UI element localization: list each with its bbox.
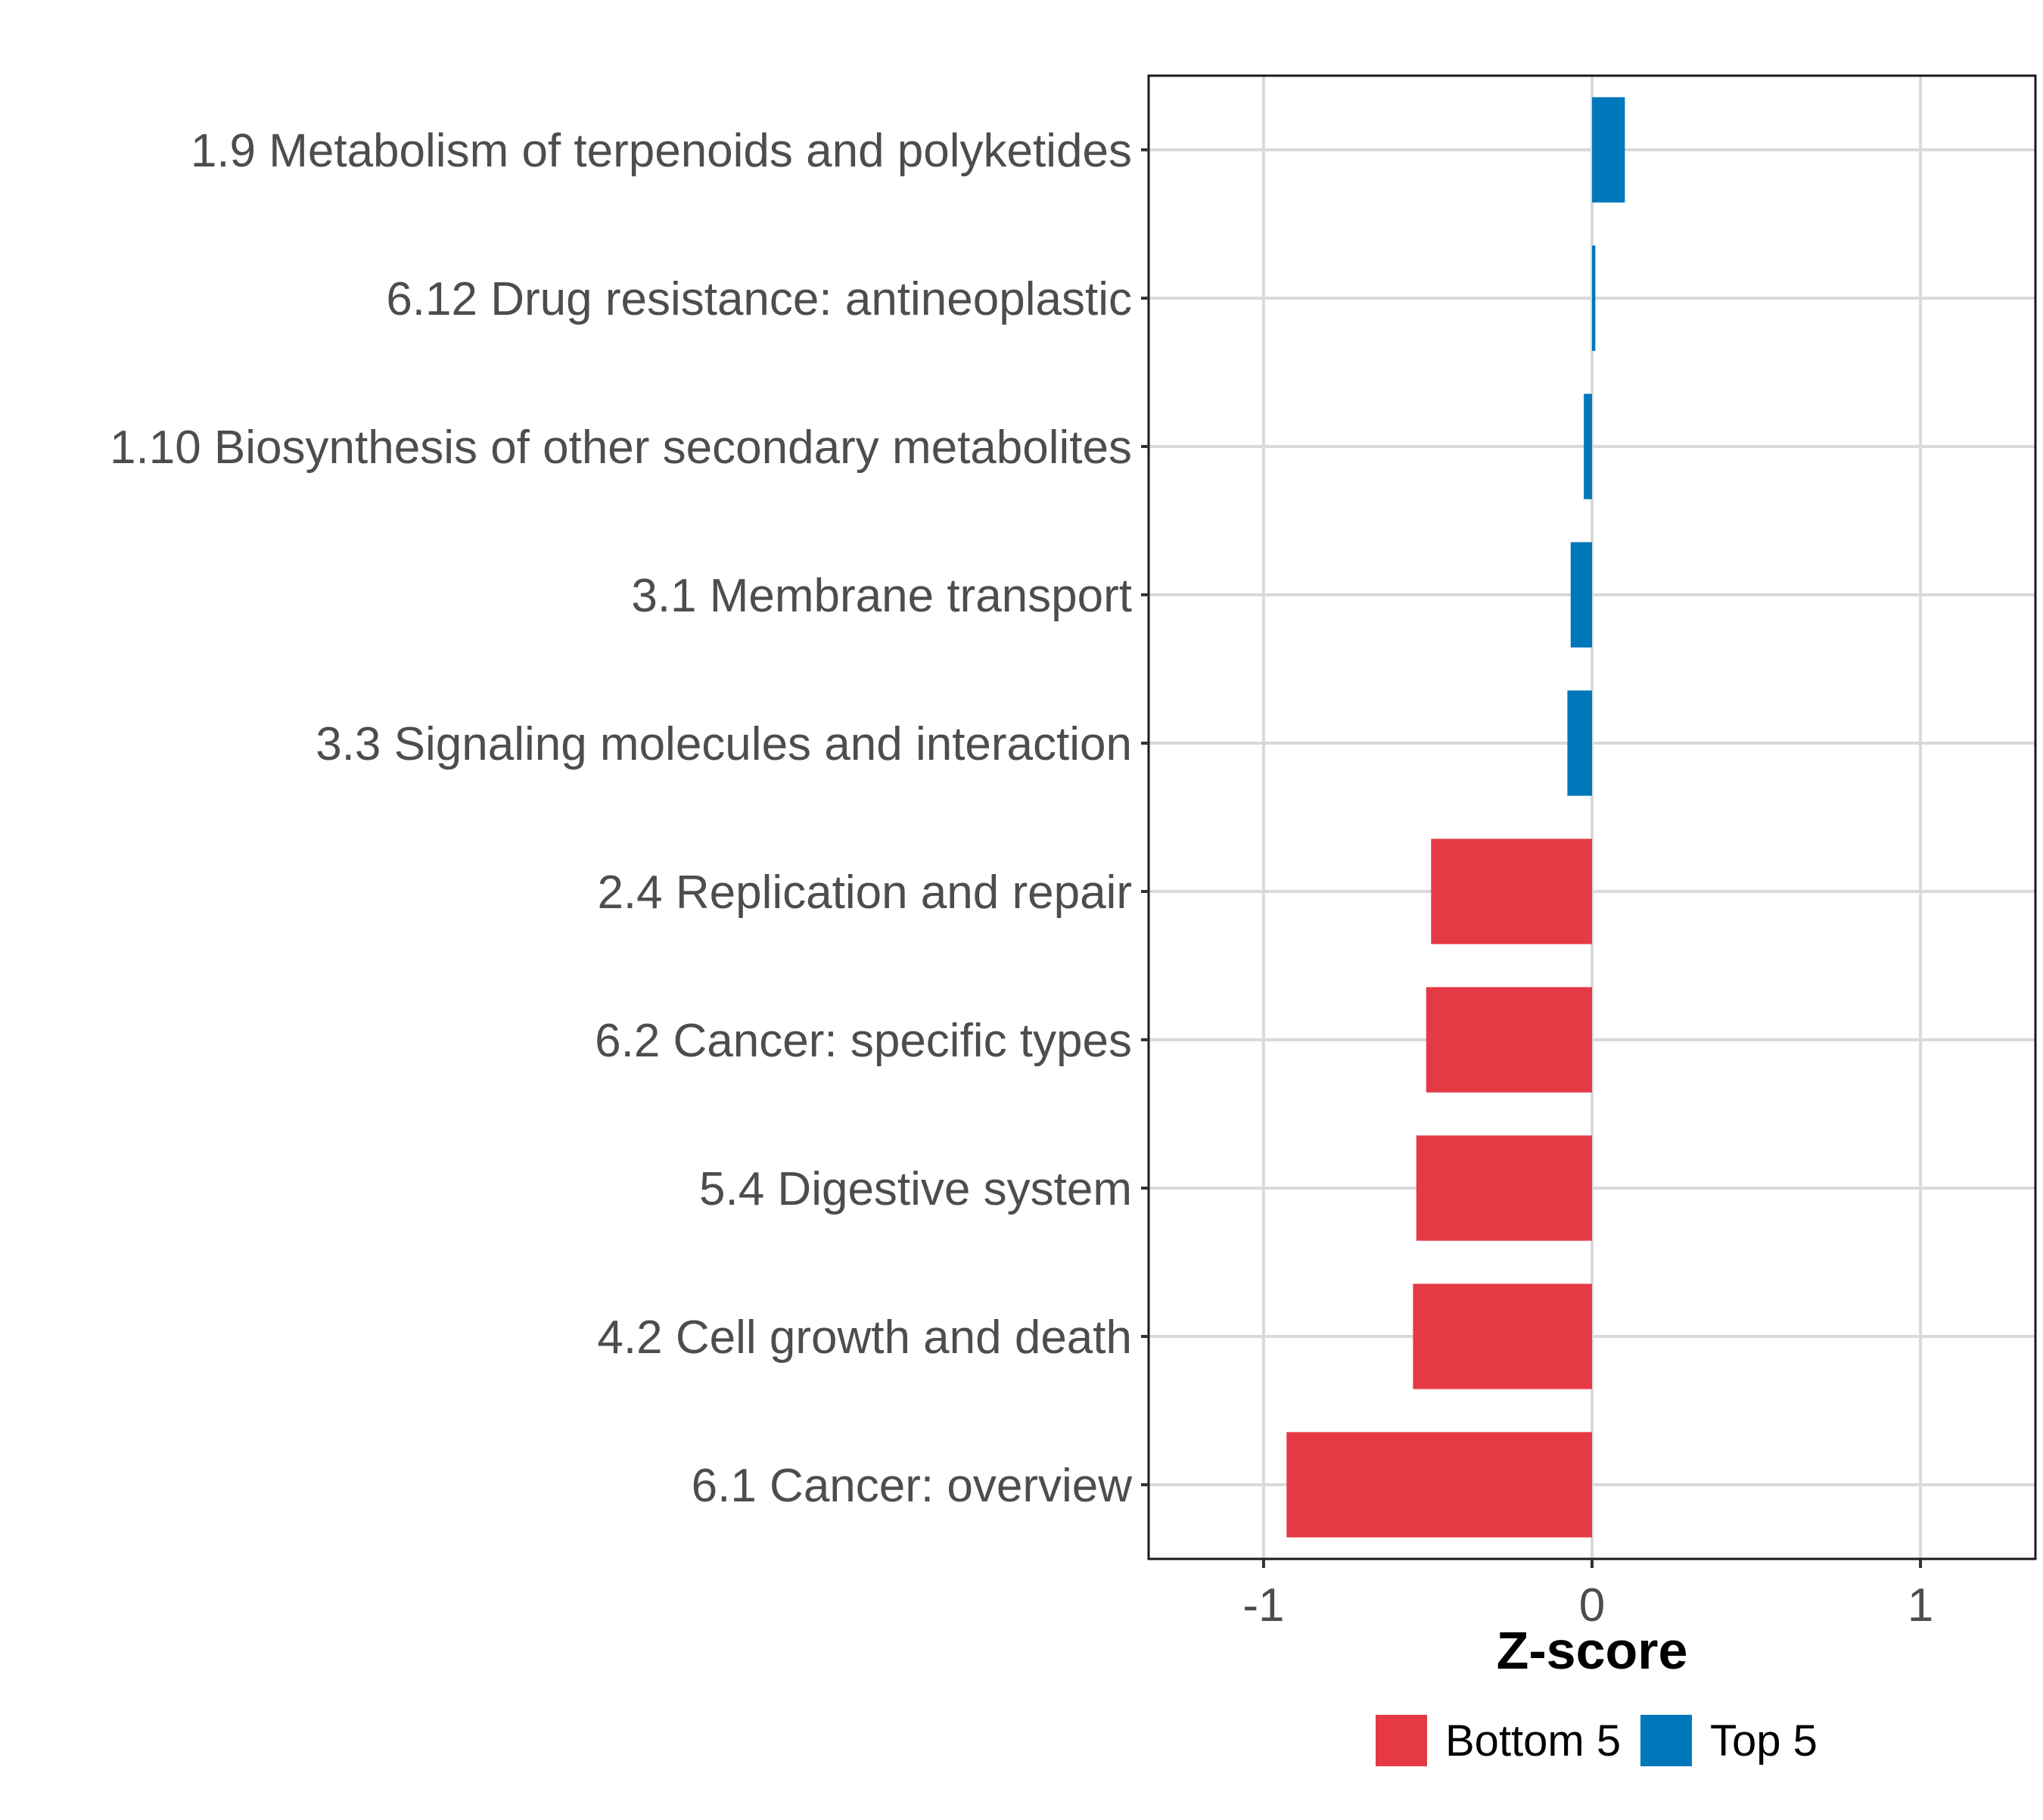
x-axis-title: Z-score [1497, 1621, 1688, 1680]
bar [1413, 1283, 1592, 1389]
y-tick-label: 1.9 Metabolism of terpenoids and polyket… [191, 125, 1132, 177]
bar [1570, 542, 1592, 648]
axis-layer: Z-score -1 0 1 [1141, 148, 1933, 1680]
x-tick-label: 0 [1579, 1579, 1605, 1632]
bar [1431, 838, 1592, 944]
bar-layer [1286, 97, 1625, 1538]
label-layer: 1.9 Metabolism of terpenoids and polyket… [110, 125, 1132, 1512]
bar [1592, 245, 1596, 351]
bar [1286, 1432, 1592, 1538]
y-tick-label: 5.4 Digestive system [699, 1163, 1132, 1215]
y-tick-label: 3.3 Signaling molecules and interaction [316, 718, 1132, 770]
x-tick-label: 1 [1908, 1579, 1933, 1632]
y-tick-label: 1.10 Biosynthesis of other secondary met… [110, 422, 1132, 474]
y-tick-label: 4.2 Cell growth and death [597, 1311, 1132, 1364]
y-tick-label: 3.1 Membrane transport [631, 570, 1132, 622]
bar [1584, 394, 1592, 499]
legend-swatch [1640, 1715, 1692, 1766]
bar [1567, 690, 1592, 796]
y-tick-label: 6.12 Drug resistance: antineoplastic [386, 273, 1132, 325]
legend-label: Top 5 [1710, 1716, 1818, 1766]
legend-swatch [1376, 1715, 1427, 1766]
legend: Bottom 5 Top 5 [1376, 1715, 1818, 1766]
y-tick-label: 2.4 Replication and repair [597, 866, 1132, 919]
y-tick-label: 6.1 Cancer: overview [692, 1460, 1133, 1512]
bar [1416, 1135, 1592, 1241]
y-tick-label: 6.2 Cancer: specific types [595, 1015, 1132, 1067]
bar [1592, 97, 1625, 203]
bar [1426, 987, 1592, 1093]
legend-label: Bottom 5 [1445, 1716, 1621, 1766]
x-tick-label: -1 [1242, 1579, 1284, 1632]
